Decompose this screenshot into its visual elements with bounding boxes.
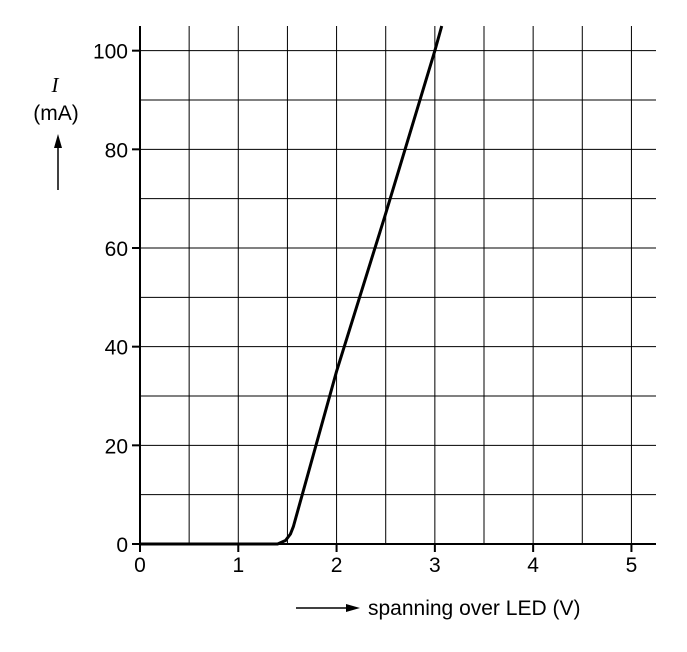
y-arrow — [54, 134, 62, 190]
x-arrow — [296, 604, 360, 612]
curve — [140, 25, 444, 546]
x-tick-label: 2 — [331, 554, 343, 577]
x-tick-label: 4 — [527, 554, 539, 577]
y-tick-label: 0 — [116, 534, 128, 557]
x-label: spanning over LED (V) — [368, 597, 580, 620]
y-tick-label: 40 — [105, 337, 128, 360]
y-label-symbol: I — [51, 73, 60, 97]
y-tick-label: 100 — [93, 41, 128, 64]
y-tick-label: 80 — [105, 139, 128, 162]
x-tick-label: 1 — [232, 554, 244, 577]
x-tick-label: 0 — [134, 554, 146, 577]
x-tick-label: 3 — [429, 554, 441, 577]
y-label-unit: (mA) — [33, 102, 79, 125]
x-tick-label: 5 — [626, 554, 638, 577]
y-tick-label: 20 — [105, 435, 128, 458]
y-tick-label: 60 — [105, 238, 128, 261]
